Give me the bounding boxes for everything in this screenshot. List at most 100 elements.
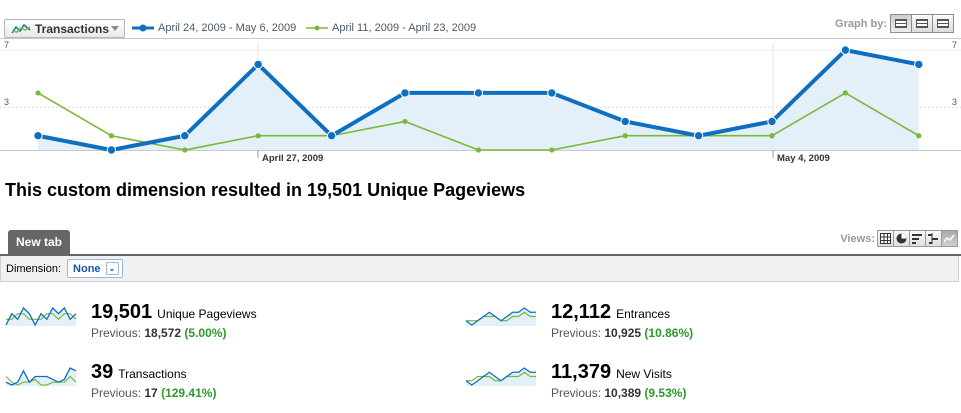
x-tick-label: April 27, 2009: [262, 153, 323, 164]
legend-series-1: April 24, 2009 - May 6, 2009: [132, 22, 296, 34]
series-2-point: [475, 147, 481, 153]
calendar-month-icon: [937, 19, 949, 28]
sparkline-current: [465, 367, 536, 386]
scorecard-value: 19,501: [91, 301, 153, 323]
scorecard-value: 39: [91, 361, 114, 383]
series-2-point: [549, 147, 555, 153]
y-tick-label-right: 7: [952, 40, 957, 50]
series-1-point: [840, 45, 851, 55]
chevron-down-icon: ⌄: [105, 262, 119, 275]
scorecard-metric: Transactions: [118, 367, 187, 381]
series-2-point: [769, 133, 775, 139]
sparkline-area: [6, 308, 76, 326]
graph-by-control: Graph by:: [835, 14, 954, 33]
series-1-point: [33, 131, 43, 141]
series-1-point: [547, 88, 557, 98]
pie-chart-icon: [896, 233, 907, 244]
scorecard-value-row: 19,501 Unique Pageviews: [91, 301, 257, 324]
line-chart-icon: [11, 23, 31, 33]
sparkline-area: [466, 308, 536, 326]
page-headline: This custom dimension resulted in 19,501…: [5, 180, 526, 200]
legend-series-1-label: April 24, 2009 - May 6, 2009: [158, 22, 297, 34]
sparkline-current: [5, 367, 77, 386]
series-2-point: [255, 133, 261, 139]
series-2-point: [622, 133, 628, 139]
view-trend-button[interactable]: [941, 230, 958, 247]
graph-by-week-button[interactable]: [911, 14, 933, 33]
previous-label: Previous:: [551, 326, 602, 340]
comparison-icon: [928, 233, 938, 244]
scorecard-metric: New Visits: [616, 367, 672, 381]
sparkline-current: [465, 307, 536, 326]
metric-select[interactable]: Transactions: [4, 19, 125, 38]
line-chart: 7 3 7 3 April 27, 2009 May 4, 2009: [0, 38, 961, 164]
percent-change: (129.41%): [161, 386, 217, 400]
previous-value: 10,925: [604, 326, 642, 340]
scorecard-transactions: 39 Transactions Previous: 17 (129.41%): [5, 361, 425, 401]
series-1-point: [767, 116, 777, 127]
view-pie-button[interactable]: [893, 230, 910, 247]
trend-icon: [944, 234, 955, 243]
scorecard-previous: Previous: 17 (129.41%): [91, 386, 216, 400]
scorecard-value-row: 39 Transactions: [91, 361, 187, 384]
previous-value: 10,389: [604, 386, 642, 400]
series-2-point: [842, 90, 849, 96]
y-tick-label-left: 7: [4, 40, 9, 50]
scorecard-new-visits: 11,379 New Visits Previous: 10,389 (9.53%…: [465, 361, 885, 401]
view-bar-button[interactable]: [909, 230, 926, 247]
graph-by-day-button[interactable]: [890, 14, 912, 33]
scorecard-metric: Entrances: [616, 307, 671, 321]
series-2-point: [108, 133, 114, 139]
views-label: Views:: [840, 232, 875, 245]
previous-value: 18,572: [144, 326, 182, 340]
percent-change: (10.86%): [644, 326, 694, 340]
series-1-area: [38, 50, 919, 150]
bar-chart-icon: [912, 234, 922, 244]
views-control: Views:: [840, 230, 958, 247]
legend-series-2-label: April 11, 2009 - April 23, 2009: [332, 22, 477, 34]
dimension-bar: Dimension: None ⌄: [0, 256, 959, 282]
previous-label: Previous:: [91, 386, 142, 400]
sparkline: [465, 367, 536, 386]
series-2-point: [182, 147, 188, 153]
scorecard-value-row: 12,112 Entrances: [551, 301, 670, 324]
series-1-point: [253, 59, 263, 70]
dimension-label: Dimension:: [6, 262, 62, 275]
legend-series-2: April 11, 2009 - April 23, 2009: [306, 22, 476, 34]
graph-by-month-button[interactable]: [932, 14, 954, 33]
scorecard-previous: Previous: 18,572 (5.00%): [91, 326, 226, 340]
series-2-point: [402, 118, 408, 125]
series-1-point: [326, 131, 337, 141]
table-grid-icon: [880, 233, 891, 244]
scorecard-value: 12,112: [551, 301, 612, 323]
series-1-point: [914, 59, 924, 70]
view-comparison-button[interactable]: [925, 230, 942, 247]
series-2-swatch-icon: [306, 25, 328, 31]
chevron-down-icon: [111, 26, 119, 31]
previous-label: Previous:: [551, 386, 602, 400]
previous-label: Previous:: [91, 326, 142, 340]
tab-new-tab[interactable]: New tab: [8, 230, 71, 255]
sparkline: [5, 367, 77, 386]
y-tick-label-left: 3: [4, 97, 9, 107]
scorecard-value: 11,379: [551, 361, 612, 383]
sparkline: [5, 306, 77, 327]
x-tick-label: May 4, 2009: [777, 153, 830, 164]
calendar-week-icon: [916, 19, 928, 28]
series-1-point: [180, 131, 190, 141]
dimension-value: None: [73, 262, 101, 275]
graph-by-label: Graph by:: [835, 17, 887, 30]
series-2-point: [35, 90, 41, 96]
series-1-point: [400, 88, 410, 98]
tab-underline: [0, 254, 961, 256]
scorecard-entrances: 12,112 Entrances Previous: 10,925 (10.86%…: [465, 301, 885, 341]
sparkline-current: [5, 306, 77, 327]
series-2-point: [916, 133, 922, 139]
view-table-button[interactable]: [877, 230, 894, 247]
calendar-day-icon: [895, 19, 907, 28]
dimension-select[interactable]: None ⌄: [67, 259, 123, 278]
series-1-point: [473, 88, 484, 98]
sparkline: [465, 307, 536, 326]
series-1-swatch-icon: [132, 24, 154, 32]
series-1-point: [693, 131, 704, 141]
